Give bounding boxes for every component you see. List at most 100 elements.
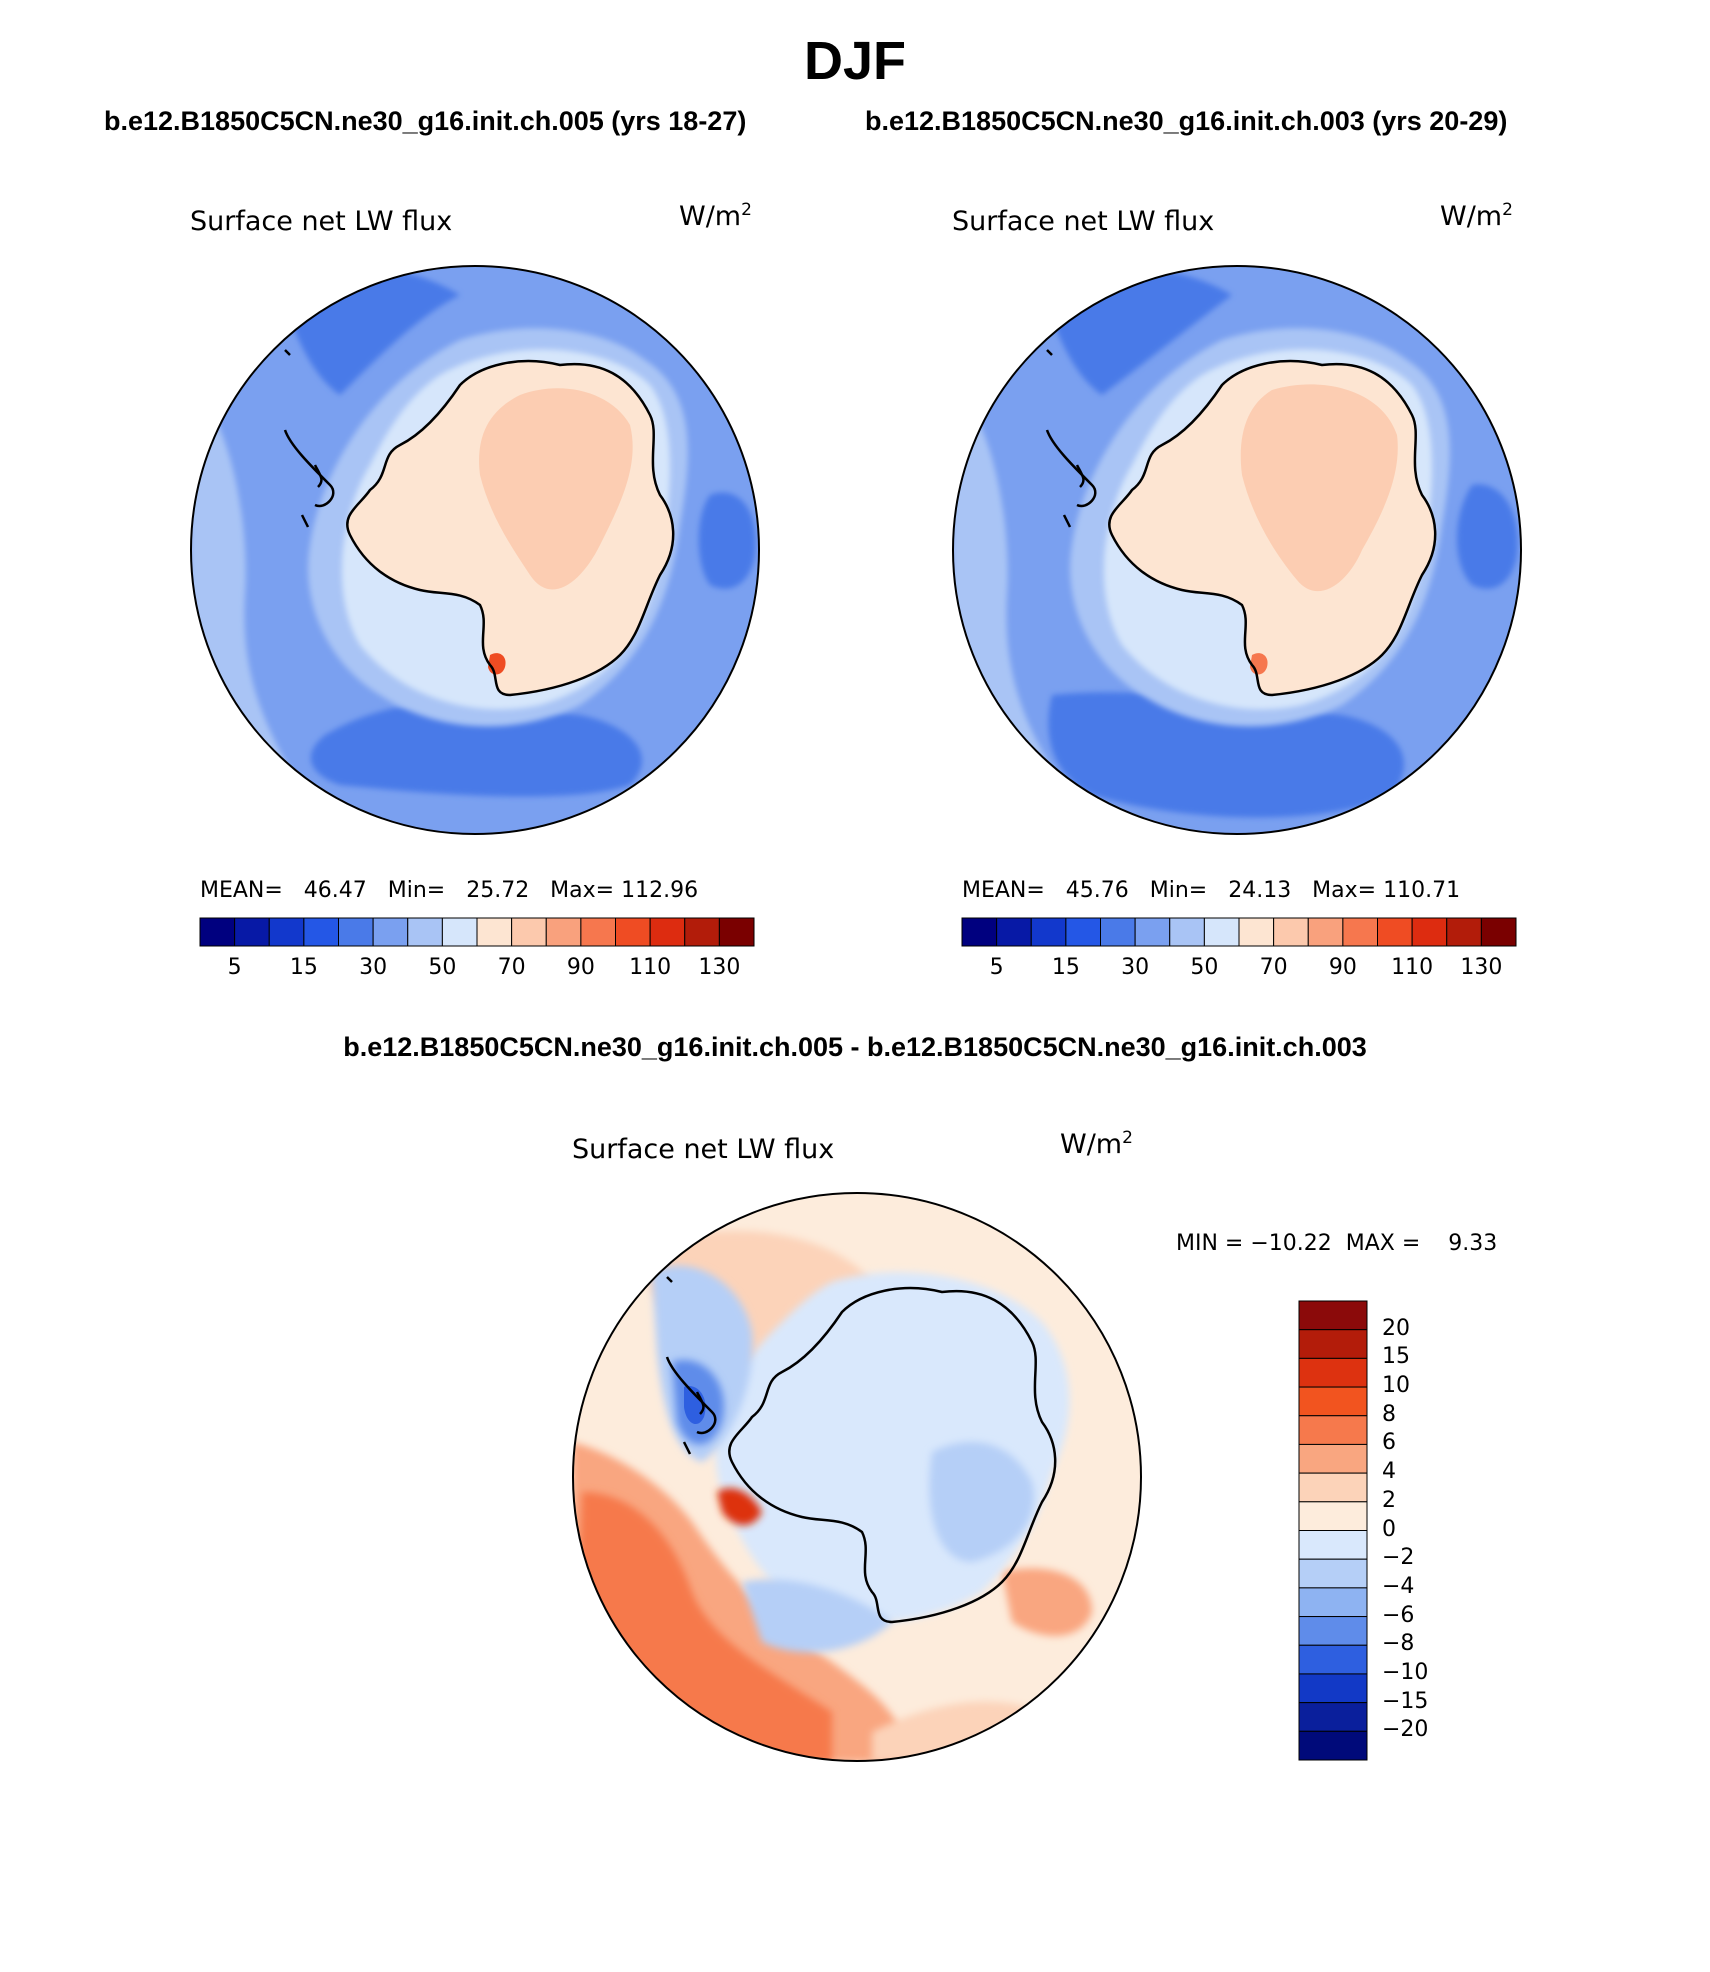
panel2-coastline — [1108, 359, 1437, 697]
panel1-map — [190, 265, 760, 835]
panel3-colorbar-tick-label: −15 — [1382, 1688, 1429, 1714]
panel3-colorbar-swatch — [1298, 1357, 1368, 1388]
panel1-colorbar-swatch — [615, 917, 651, 947]
panel1-colorbar-swatch — [718, 917, 755, 947]
panel3-colorbar-swatch — [1298, 1386, 1368, 1417]
panel2-dark-ocean-region-south — [1048, 692, 1404, 818]
panel3-colorbar-swatch — [1298, 1558, 1368, 1589]
panel3-colorbar — [1298, 1300, 1368, 1761]
panel3-warm-anomaly-east — [1002, 1568, 1092, 1636]
panel1-colorbar-tick-label: 130 — [698, 955, 741, 980]
panel3-colorbar-swatch — [1298, 1443, 1368, 1474]
panel1-colorbar-swatch — [199, 917, 236, 947]
panel1-colorbar — [199, 917, 755, 947]
panel2-colorbar-labels: 5 15 30 50 70 90 110 130 — [962, 955, 1516, 985]
panel2-colorbar-tick-label: 110 — [1391, 955, 1434, 980]
panel2-colorbar-swatch — [1307, 917, 1344, 947]
panel2-colorbar-swatch — [1065, 917, 1102, 947]
panel3-map-boundary — [572, 1192, 1142, 1762]
panel3-colorbar-tick-label: 20 — [1382, 1315, 1410, 1341]
panel1-colorbar-swatch — [338, 917, 374, 947]
panel3-colorbar-swatch — [1298, 1530, 1368, 1560]
panel2-colorbar-tick-label: 15 — [1051, 955, 1080, 980]
panel3-peninsula-outline — [665, 1356, 717, 1435]
panel1-colorbar-swatch — [476, 917, 513, 947]
panel3-stats: MIN = −10.22 MAX = 9.33 — [1176, 1231, 1498, 1256]
panel2-peninsula-outline — [1045, 429, 1097, 508]
panel1-colorbar-tick-label: 70 — [497, 955, 526, 980]
panel3-coastline — [728, 1286, 1057, 1624]
panel3-colorbar-tick-label: 8 — [1382, 1401, 1396, 1427]
panel3-colorbar-tick-label: −8 — [1382, 1631, 1415, 1657]
panel1-colorbar-labels: 5 15 30 50 70 90 110 130 — [200, 955, 754, 985]
panel2-colorbar-swatch — [1169, 917, 1205, 947]
panel3-colorbar-swatch — [1298, 1472, 1368, 1503]
panel2-colorbar-swatch — [1377, 917, 1413, 947]
panel2-colorbar-swatch — [1030, 917, 1067, 947]
panel3-colorbar-swatch — [1298, 1329, 1368, 1359]
panel3-colorbar-swatch — [1298, 1702, 1368, 1732]
panel3-warm-hotspot — [717, 1488, 762, 1526]
panel1-colorbar-swatch — [649, 917, 686, 947]
panel3-colorbar-tick-label: −4 — [1382, 1573, 1415, 1599]
panel3-cool-anomaly-east — [929, 1442, 1034, 1562]
panel2-colorbar-tick-label: 5 — [989, 955, 1004, 980]
panel3-variable-label: Surface net LW flux — [572, 1134, 835, 1165]
panel3-cool-anomaly-south — [742, 1579, 892, 1653]
panel1-dark-ocean-region-south — [310, 702, 642, 797]
panel2-island-outlines — [1046, 349, 1085, 528]
panel1-map-boundary — [190, 265, 760, 835]
panel1-colorbar-tick-label: 110 — [629, 955, 672, 980]
panel3-colorbar-swatch — [1298, 1644, 1368, 1675]
panel2-colorbar-swatch — [1134, 917, 1171, 947]
panel1-variable-label: Surface net LW flux — [190, 206, 453, 237]
panel1-colorbar-swatch — [234, 917, 270, 947]
panel3-colorbar-tick-label: −2 — [1382, 1545, 1415, 1571]
case-title-right: b.e12.B1850C5CN.ne30_g16.init.ch.003 (yr… — [865, 106, 1508, 136]
panel1-dark-ocean-region-east — [698, 492, 756, 589]
panel3-island-outlines — [666, 1276, 705, 1455]
panel1-colorbar-swatch — [441, 917, 478, 947]
panel2-interior-warm-region — [1240, 384, 1398, 592]
panel2-variable-label: Surface net LW flux — [952, 206, 1215, 237]
panel3-colorbar-tick-label: 0 — [1382, 1516, 1396, 1542]
panel1-colorbar-tick-label: 90 — [566, 955, 595, 980]
panel1-units: W/m2 — [679, 200, 752, 232]
panel2-colorbar-swatch — [1100, 917, 1136, 947]
panel2-colorbar-swatch — [1446, 917, 1482, 947]
panel1-colorbar-swatch — [511, 917, 547, 947]
panel2-colorbar-swatch — [1480, 917, 1517, 947]
panel3-colorbar-tick-label: 15 — [1382, 1344, 1410, 1370]
panel2-colorbar-swatch — [961, 917, 998, 947]
panel2-colorbar-swatch — [1273, 917, 1309, 947]
panel2-colorbar-tick-label: 70 — [1259, 955, 1288, 980]
panel1-colorbar-tick-label: 15 — [289, 955, 318, 980]
panel2-colorbar-swatch — [1238, 917, 1275, 947]
panel2-colorbar-swatch — [1203, 917, 1240, 947]
panel3-colorbar-tick-label: 10 — [1382, 1373, 1410, 1399]
panel1-interior-warm-region — [479, 388, 633, 590]
panel1-colorbar-tick-label: 30 — [359, 955, 388, 980]
panel1-colorbar-swatch — [303, 917, 340, 947]
panel3-colorbar-labels: 20 15 10 8 6 4 2 0 −2 −4 −6 −8 −10 −15 −20 — [1382, 1301, 1462, 1760]
panel2-colorbar-tick-label: 50 — [1190, 955, 1219, 980]
panel2-colorbar-tick-label: 30 — [1121, 955, 1150, 980]
panel1-island-outlines — [284, 349, 323, 528]
panel1-colorbar-swatch — [580, 917, 617, 947]
panel3-colorbar-swatch — [1298, 1300, 1368, 1331]
panel1-peninsula-outline — [283, 429, 335, 508]
panel2-stats: MEAN= 45.76 Min= 24.13 Max= 110.71 — [962, 878, 1461, 903]
difference-title: b.e12.B1850C5CN.ne30_g16.init.ch.005 - b… — [343, 1032, 1367, 1062]
panel1-colorbar-swatch — [545, 917, 582, 947]
panel1-stats: MEAN= 46.47 Min= 25.72 Max= 112.96 — [200, 878, 699, 903]
panel2-colorbar-swatch — [1342, 917, 1379, 947]
panel1-colorbar-tick-label: 5 — [227, 955, 242, 980]
panel3-colorbar-swatch — [1298, 1616, 1368, 1646]
panel1-coastline — [346, 359, 675, 697]
panel2-colorbar-swatch — [1411, 917, 1448, 947]
panel3-colorbar-tick-label: 6 — [1382, 1430, 1396, 1456]
panel3-colorbar-tick-label: −20 — [1382, 1717, 1429, 1743]
panel3-units: W/m2 — [1060, 1128, 1133, 1160]
panel3-difference-map — [572, 1192, 1142, 1762]
panel2-dark-ocean-region-east — [1457, 484, 1518, 589]
